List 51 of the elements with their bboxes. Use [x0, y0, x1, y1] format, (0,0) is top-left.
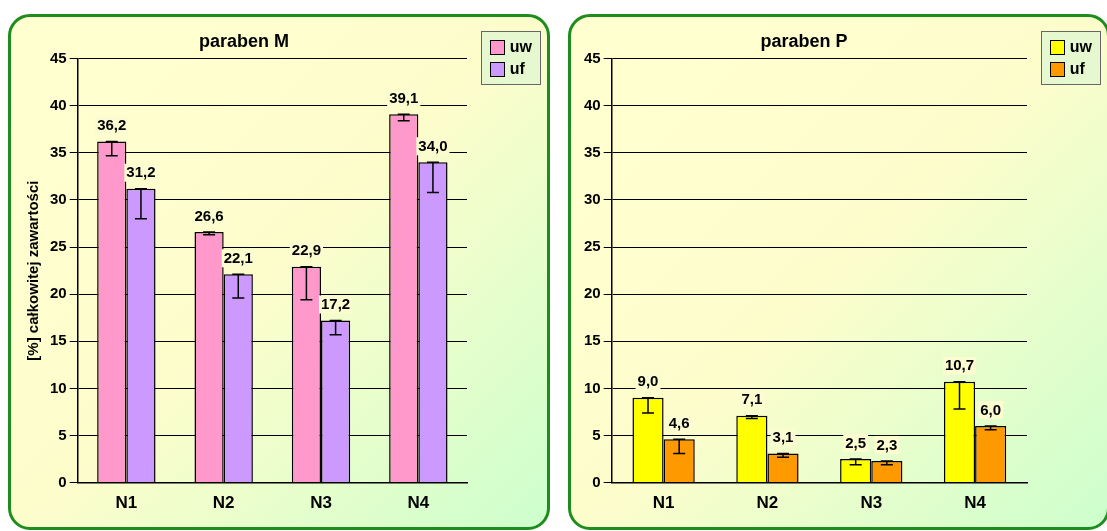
- y-tick-label: 45: [50, 48, 67, 66]
- data-label: 17,2: [321, 295, 351, 313]
- y-tick-label: 30: [50, 190, 67, 208]
- y-tick-label: 30: [584, 190, 601, 208]
- data-label: 34,0: [418, 136, 448, 154]
- legend-label: uw: [1069, 37, 1092, 57]
- data-label: 22,9: [291, 241, 322, 259]
- data-label: 9,0: [637, 372, 659, 390]
- chart-title: paraben P: [760, 30, 848, 51]
- data-label: 2,5: [845, 433, 867, 451]
- y-tick-label: 35: [584, 142, 601, 160]
- x-tick-label: N4: [407, 493, 430, 513]
- y-tick-label: 20: [50, 284, 67, 302]
- data-label: 31,2: [126, 163, 156, 181]
- y-tick-label: 0: [58, 472, 67, 490]
- data-label: 3,1: [772, 428, 794, 446]
- y-tick-label: 40: [584, 95, 601, 113]
- x-tick-label: N3: [310, 493, 332, 513]
- x-tick-label: N3: [860, 493, 883, 513]
- data-label: 6,0: [980, 400, 1002, 418]
- y-tick-label: 25: [584, 237, 601, 255]
- data-label: 10,7: [944, 356, 975, 374]
- x-tick-label: N2: [212, 493, 235, 513]
- y-tick-label: 25: [50, 237, 67, 255]
- data-label: 39,1: [389, 88, 419, 106]
- text: uw: [509, 37, 532, 57]
- x-tick-label: N2: [756, 493, 779, 513]
- data-label: 7,1: [741, 390, 763, 408]
- y-tick-label: 5: [58, 425, 67, 443]
- y-tick-label: 15: [584, 331, 601, 349]
- legend-label: uf: [1069, 59, 1085, 79]
- chart-title: paraben M: [198, 30, 290, 51]
- data-label: 36,2: [97, 116, 127, 134]
- y-tick-label: 40: [50, 95, 67, 113]
- y-tick-label: 35: [50, 142, 67, 160]
- x-tick-label: N1: [652, 493, 675, 513]
- y-tick-label: 10: [584, 378, 601, 396]
- y-tick-label: 20: [584, 284, 601, 302]
- data-label: 4,6: [668, 413, 690, 431]
- y-tick-label: 0: [592, 472, 601, 490]
- y-tick-label: 5: [592, 425, 601, 443]
- data-label: 22,1: [223, 249, 253, 267]
- y-axis-title: [%] całkowitej zawartości: [24, 180, 42, 361]
- data-label: 26,6: [194, 206, 224, 224]
- x-tick-label: N1: [115, 493, 138, 513]
- legend-label: uf: [509, 59, 525, 79]
- y-tick-label: 10: [50, 378, 67, 396]
- y-tick-label: 45: [584, 48, 601, 66]
- y-tick-label: 15: [50, 331, 67, 349]
- x-tick-label: N4: [964, 493, 987, 513]
- data-label: 2,3: [876, 435, 898, 453]
